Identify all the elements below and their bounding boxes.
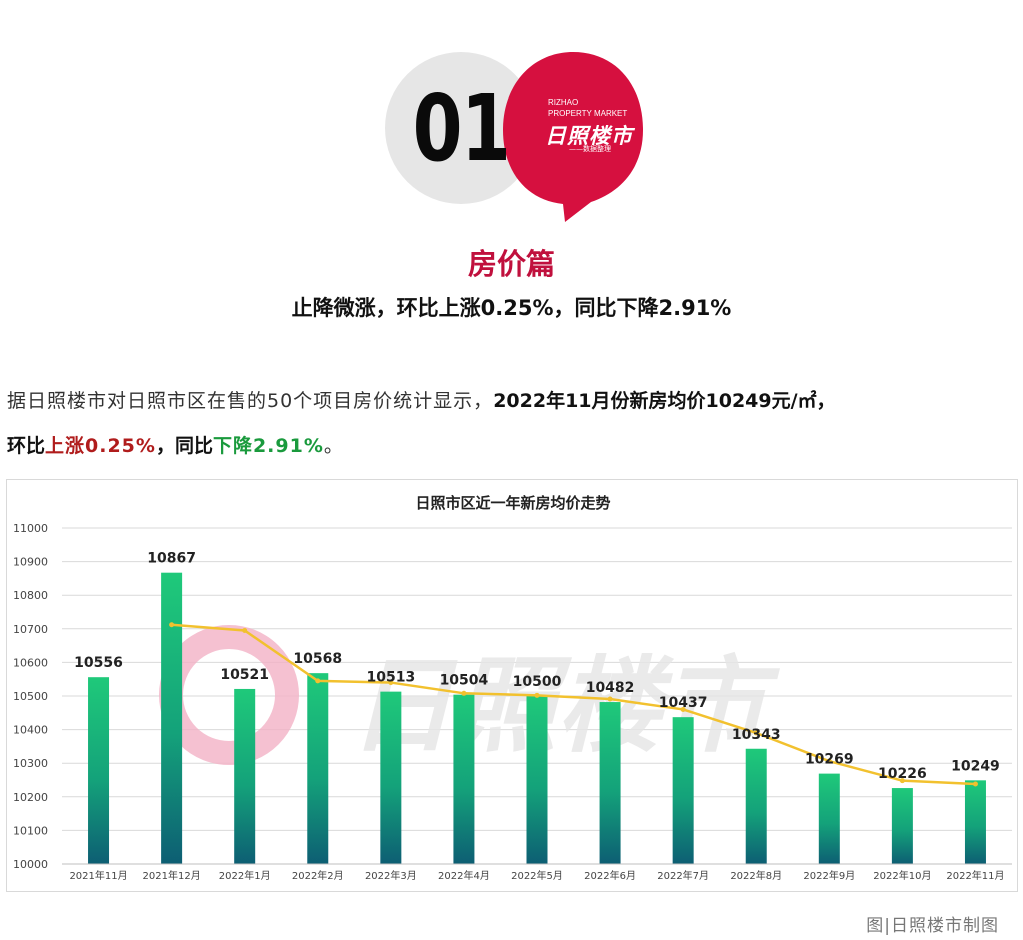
bar (380, 691, 402, 864)
data-label: 10269 (805, 752, 854, 768)
trend-point (680, 706, 686, 712)
x-tick-label: 2022年7月 (657, 869, 709, 882)
brand-logo: 01 RIZHAO PROPERTY MARKET 日照楼市 ——数据整理 (385, 50, 645, 225)
bar (307, 673, 329, 864)
bar (234, 688, 256, 864)
trend-point (242, 627, 248, 633)
y-tick-label: 10000 (13, 858, 48, 871)
logo-number: 01 (412, 74, 511, 182)
summary-text: 据日照楼市对日照市区在售的50个项目房价统计显示， (7, 390, 494, 412)
trend-point (972, 781, 978, 787)
x-tick-label: 2022年4月 (438, 869, 490, 882)
bar (672, 717, 694, 864)
price-trend-chart: 日照市区近一年新房均价走势 10000 10100 10200 10300 10400 1… (6, 479, 1018, 892)
data-label: 10568 (293, 651, 342, 667)
data-label: 10556 (74, 655, 123, 671)
section-title: 房价篇 (467, 247, 555, 281)
logo-subtitle: ——数据整理 (569, 145, 611, 153)
y-tick-label: 10500 (13, 690, 48, 703)
summary-paragraph: 据日照楼市对日照市区在售的50个项目房价统计显示，2022年11月份新房均价10… (7, 379, 1017, 469)
image-credit: 图|日照楼市制图 (866, 916, 999, 936)
bar (526, 696, 548, 864)
y-tick-label: 10200 (13, 791, 48, 804)
y-tick-label: 10800 (13, 589, 48, 602)
x-tick-label: 2022年2月 (292, 869, 344, 882)
summary-rise: 上涨0.25% (45, 435, 156, 457)
logo-chinese-name: 日照楼市 (545, 124, 633, 148)
chart-y-axis: 10000 10100 10200 10300 10400 10500 10600 10700… (13, 522, 48, 871)
logo-english-text: RIZHAO PROPERTY MARKET (548, 97, 627, 119)
data-label: 10500 (513, 674, 562, 690)
logo-english-line2: PROPERTY MARKET (548, 109, 628, 118)
x-tick-label: 2022年6月 (584, 869, 636, 882)
trend-point (461, 690, 467, 696)
bar (599, 702, 621, 864)
x-tick-label: 2022年9月 (803, 869, 855, 882)
bar (818, 773, 840, 864)
bar (964, 780, 986, 864)
trend-point (534, 692, 540, 698)
chart-data-labels: 10556 10867 10521 10568 10513 10504 10500 10482… (74, 551, 1000, 782)
trend-point (753, 730, 759, 736)
data-label: 10249 (951, 758, 1000, 774)
watermark-logo-mark (159, 625, 299, 765)
trend-point (826, 758, 832, 764)
data-label: 10867 (147, 551, 196, 567)
x-tick-label: 2022年8月 (730, 869, 782, 882)
section-subtitle: 止降微涨，环比上涨0.25%，同比下降2.91% (291, 296, 732, 320)
trend-point (607, 696, 613, 702)
summary-bold-price: 2022年11月份新房均价10249元/㎡， (493, 390, 836, 412)
data-label: 10504 (440, 673, 489, 689)
summary-bold-mom: 环比 (7, 435, 46, 457)
y-tick-label: 10700 (13, 623, 48, 636)
trend-point (315, 678, 321, 684)
y-tick-label: 11000 (13, 522, 48, 535)
bar (891, 788, 913, 864)
chart-canvas: 日照市区近一年新房均价走势 10000101001020010300104001… (13, 494, 1012, 882)
x-tick-label: 2022年11月 (946, 869, 1004, 882)
data-label: 10437 (659, 695, 708, 711)
x-tick-label: 2022年10月 (873, 869, 931, 882)
data-label: 10482 (586, 680, 635, 696)
x-tick-label: 2022年3月 (365, 869, 417, 882)
y-tick-label: 10100 (13, 824, 48, 837)
x-tick-label: 2021年11月 (69, 869, 127, 882)
trend-point (388, 680, 394, 686)
bar (161, 572, 183, 864)
summary-end: 。 (323, 435, 344, 457)
watermark-text: 日照楼市 (349, 645, 781, 767)
y-tick-label: 10300 (13, 757, 48, 770)
summary-fall: 下降2.91% (212, 435, 324, 457)
bar (453, 694, 475, 864)
data-label: 10521 (220, 667, 269, 683)
summary-bold-yoy: ，同比 (155, 435, 213, 457)
y-tick-label: 10600 (13, 656, 48, 669)
trend-point (169, 622, 175, 628)
chart-trend-line (169, 622, 978, 787)
bar (88, 677, 110, 864)
y-tick-label: 10400 (13, 724, 48, 737)
x-tick-label: 2022年5月 (511, 869, 563, 882)
trend-point (899, 778, 905, 784)
chart-bars (88, 572, 986, 864)
data-label: 10226 (878, 766, 927, 782)
bar (745, 748, 767, 864)
y-tick-label: 10900 (13, 556, 48, 569)
data-label: 10513 (366, 670, 415, 686)
x-tick-label: 2021年12月 (143, 869, 201, 882)
logo-speech-bubble (503, 52, 643, 222)
trend-line (171, 623, 976, 786)
chart-title: 日照市区近一年新房均价走势 (415, 494, 610, 512)
chart-x-axis: 2021年11月 2021年12月 2022年1月 2022年2月 2022年3月 202… (62, 863, 1012, 882)
logo-english-line1: RIZHAO (548, 98, 579, 107)
x-tick-label: 2022年1月 (219, 869, 271, 882)
data-label: 10343 (732, 727, 781, 743)
